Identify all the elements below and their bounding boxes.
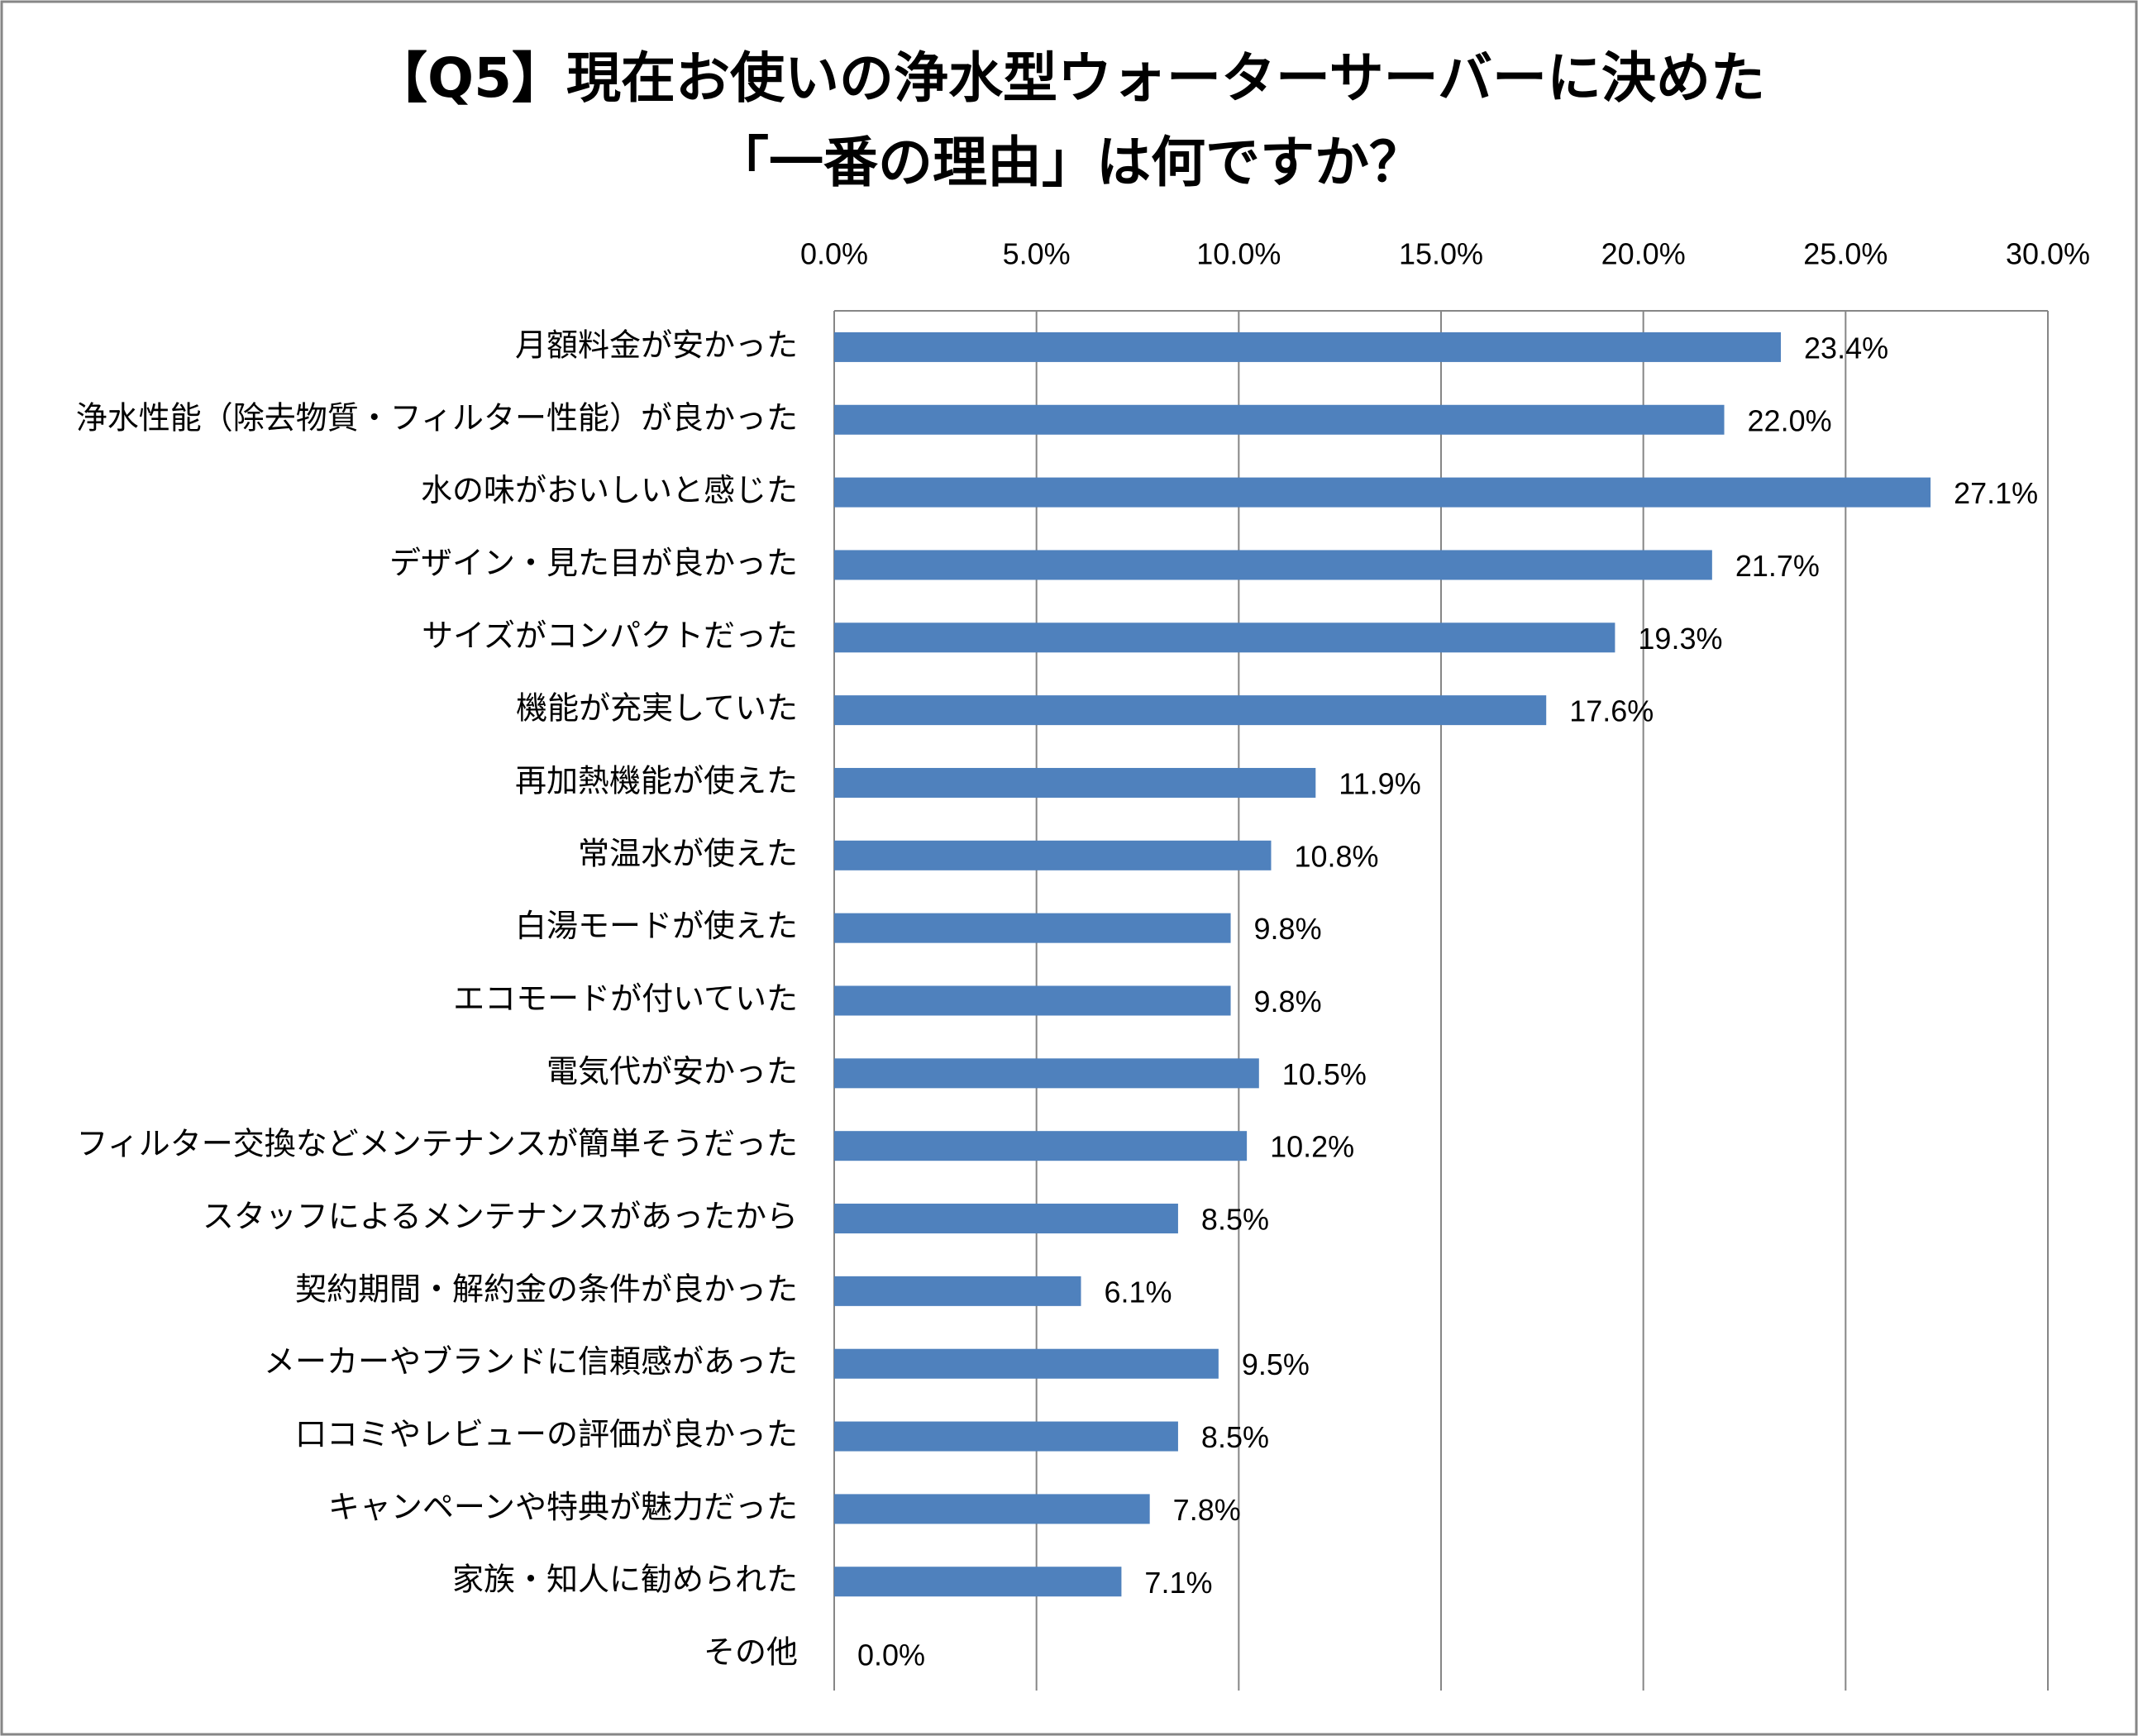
value-label: 10.5% — [1282, 1057, 1367, 1091]
y-tick-label: 水の味がおいしいと感じた — [421, 472, 798, 508]
x-tick-label: 5.0% — [1003, 237, 1071, 271]
y-tick-label: キャンペーンや特典が魅力だった — [328, 1489, 798, 1525]
bar — [834, 913, 1231, 943]
chart-title: 「一番の理由」は何ですか？ — [714, 131, 1424, 194]
value-label: 9.8% — [1254, 985, 1322, 1018]
y-tick-label: 契約期間・解約金の条件が良かった — [295, 1271, 798, 1307]
value-label: 27.1% — [1954, 476, 2038, 510]
value-label: 10.8% — [1294, 839, 1378, 873]
x-tick-label: 15.0% — [1399, 237, 1483, 271]
bar — [834, 1348, 1219, 1379]
value-label: 6.1% — [1104, 1275, 1172, 1309]
y-tick-label: フィルター交換などメンテナンスが簡単そうだった — [77, 1126, 798, 1162]
y-tick-label: 常温水が使えた — [578, 835, 798, 871]
x-tick-label: 20.0% — [1601, 237, 1686, 271]
bar — [834, 1567, 1122, 1597]
value-label: 8.5% — [1201, 1420, 1269, 1454]
y-tick-label: 浄水性能（除去物質・フィルター性能）が良かった — [76, 399, 798, 436]
value-label: 21.7% — [1735, 549, 1820, 583]
y-tick-label: 機能が充実していた — [516, 690, 798, 727]
bar — [834, 840, 1272, 870]
value-label: 19.3% — [1638, 622, 1722, 656]
x-tick-label: 10.0% — [1196, 237, 1281, 271]
y-tick-label: デザイン・見た目が良かった — [389, 545, 798, 581]
value-label: 22.0% — [1748, 403, 1832, 437]
x-tick-label: 25.0% — [1803, 237, 1887, 271]
y-tick-label: 家族・知人に勧められた — [452, 1562, 798, 1598]
y-tick-label: その他 — [704, 1634, 798, 1671]
value-label: 7.1% — [1144, 1566, 1212, 1600]
value-label: 11.9% — [1339, 766, 1420, 800]
bar — [834, 695, 1547, 726]
y-tick-label: サイズがコンパクトだった — [422, 618, 798, 654]
y-tick-label: エコモードが付いていた — [453, 980, 798, 1017]
bar — [834, 331, 1782, 362]
bar — [834, 1494, 1150, 1524]
value-label: 0.0% — [857, 1638, 925, 1672]
value-label: 9.8% — [1254, 912, 1322, 946]
bar — [834, 1131, 1248, 1161]
y-tick-label: 再加熱機能が使えた — [515, 762, 798, 799]
bar — [834, 767, 1316, 798]
bar — [834, 477, 1931, 508]
x-tick-label: 0.0% — [800, 237, 868, 271]
y-tick-label: メーカーやブランドに信頼感があった — [264, 1343, 798, 1380]
bar — [834, 985, 1231, 1016]
bar — [834, 622, 1615, 653]
value-label: 8.5% — [1201, 1203, 1269, 1237]
value-label: 17.6% — [1569, 694, 1654, 728]
chart-title: 【Q5】現在お使いの浄水型ウォーターサーバーに決めた — [373, 46, 1765, 110]
bar — [834, 404, 1725, 435]
y-tick-label: 口コミやレビューの評価が良かった — [295, 1416, 798, 1452]
y-tick-label: 月額料金が安かった — [515, 327, 798, 363]
bar — [834, 1421, 1178, 1452]
bar — [834, 1058, 1259, 1089]
value-label: 9.5% — [1242, 1347, 1310, 1381]
bar — [834, 550, 1712, 580]
bar — [834, 1276, 1081, 1306]
x-tick-label: 30.0% — [2006, 237, 2090, 271]
value-label: 23.4% — [1804, 331, 1888, 365]
y-tick-label: 白湯モードが使えた — [515, 908, 798, 944]
y-tick-label: 電気代が安かった — [546, 1053, 798, 1090]
bar — [834, 1204, 1178, 1234]
y-tick-label: スタッフによるメンテナンスがあったから — [203, 1199, 798, 1235]
value-label: 10.2% — [1270, 1130, 1354, 1164]
value-label: 7.8% — [1173, 1493, 1241, 1527]
